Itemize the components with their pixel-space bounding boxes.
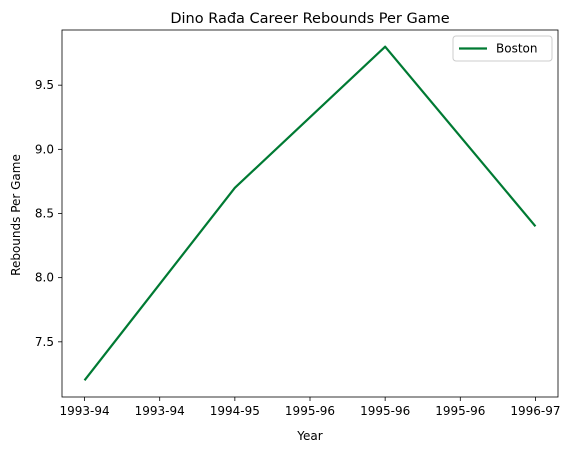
- x-tick-label: 1995-96: [360, 404, 410, 418]
- legend-box: [452, 35, 553, 62]
- x-tick-label: 1996-97: [510, 404, 560, 418]
- chart-title: Dino Rađa Career Rebounds Per Game: [170, 11, 449, 27]
- y-axis-label: Rebounds Per Game: [9, 154, 23, 276]
- x-axis-label: Year: [296, 429, 322, 443]
- plot-frame: [61, 29, 559, 398]
- y-tick-label: 9.5: [35, 78, 54, 92]
- plot-area: 1993-94 1993-94 1994-95 1995-96 1995-96 1995-…: [35, 29, 561, 418]
- series-line: [83, 45, 537, 381]
- y-tick-label: 7.5: [35, 335, 54, 349]
- x-tick-label: 1993-94: [59, 404, 109, 418]
- x-tick-label: 1995-96: [435, 404, 485, 418]
- y-tick-label: 8.0: [35, 271, 54, 285]
- y-tick-label: 8.5: [35, 207, 54, 221]
- x-tick-label: 1993-94: [135, 404, 185, 418]
- x-tick-label: 1994-95: [210, 404, 260, 418]
- y-tick-label: 9.0: [35, 142, 54, 156]
- x-tick-label: 1995-96: [285, 404, 335, 418]
- legend-label: Boston: [496, 42, 537, 56]
- legend: Boston: [452, 35, 553, 62]
